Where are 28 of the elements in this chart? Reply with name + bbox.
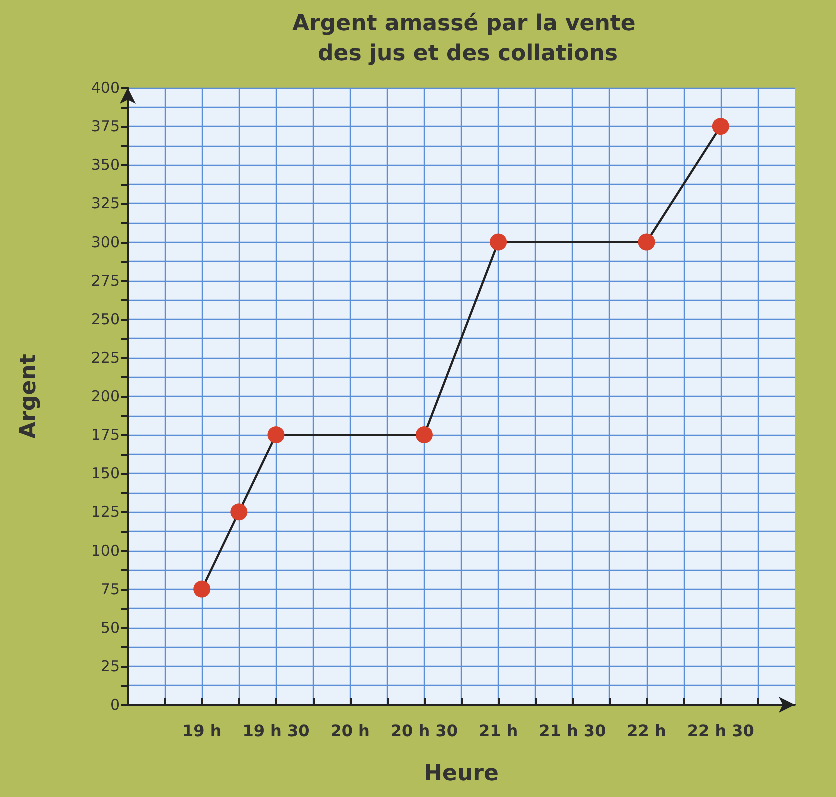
x-tick-label: 19 h 30 <box>242 722 310 740</box>
y-tick-label: 200 <box>91 388 120 406</box>
y-tick-label: 175 <box>91 426 120 444</box>
y-tick-label: 25 <box>100 657 120 676</box>
x-tick-label: 20 h 30 <box>390 722 458 740</box>
y-axis-title: Argent <box>16 354 42 439</box>
y-tick-label: 375 <box>91 118 120 136</box>
y-tick-label: 75 <box>100 580 120 598</box>
x-tick-label: 19 h <box>182 722 222 740</box>
y-tick-label: 150 <box>91 464 120 483</box>
y-tick-label: 0 <box>110 696 120 714</box>
y-tick-label: 50 <box>100 618 120 637</box>
x-tick-label: 22 h <box>627 722 666 740</box>
y-tick-label: 400 <box>91 79 120 97</box>
y-tick-label: 350 <box>91 156 120 174</box>
y-tick-label: 225 <box>91 348 120 367</box>
x-axis-title: Heure <box>424 762 499 786</box>
y-tick-label: 125 <box>91 503 120 522</box>
chart-title: Argent amassé par la vente des jus et des collations <box>292 12 644 66</box>
x-tick-label: 22 h 30 <box>687 722 754 740</box>
y-tick-label: 250 <box>91 310 120 328</box>
y-tick-label: 300 <box>91 233 120 252</box>
y-tick-label: 100 <box>91 542 120 560</box>
y-tick-label: 325 <box>91 194 120 213</box>
x-tick-label: 21 h <box>478 722 518 740</box>
x-tick-label: 21 h 30 <box>539 722 606 740</box>
y-tick-label: 275 <box>91 272 120 290</box>
x-tick-label: 20 h <box>330 722 370 740</box>
